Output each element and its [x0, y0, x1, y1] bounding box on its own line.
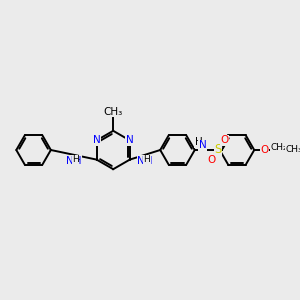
Text: H: H [195, 137, 203, 147]
Text: CH₃: CH₃ [103, 106, 123, 117]
Text: NH: NH [66, 156, 82, 166]
Text: S: S [214, 143, 221, 157]
Text: H: H [144, 155, 150, 164]
Text: N: N [93, 135, 101, 146]
Text: O: O [220, 135, 229, 146]
Text: CH₂: CH₂ [271, 142, 287, 152]
Text: O: O [261, 145, 269, 155]
Text: N: N [126, 135, 134, 146]
Text: CH₃: CH₃ [285, 146, 300, 154]
Text: H: H [72, 155, 79, 164]
Text: O: O [207, 154, 215, 165]
Text: NH: NH [137, 156, 153, 166]
Text: N: N [199, 140, 206, 150]
